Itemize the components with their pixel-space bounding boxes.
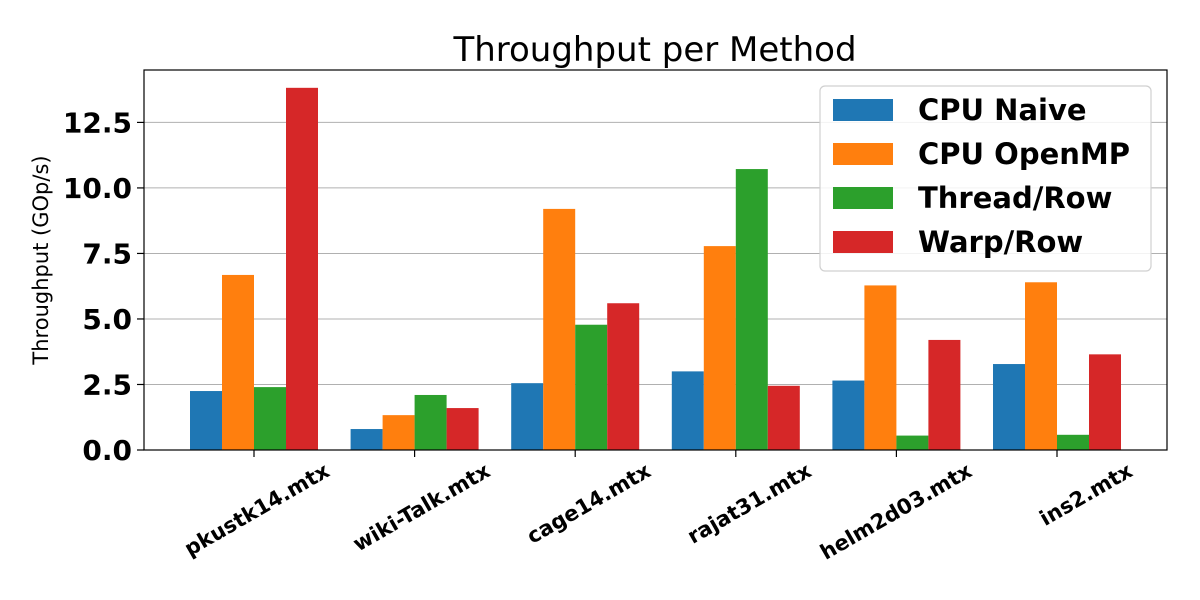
legend-swatch <box>833 231 893 253</box>
y-tick-label: 5.0 <box>82 303 132 336</box>
bar <box>286 87 318 451</box>
y-tick-label: 10.0 <box>63 172 132 205</box>
legend-swatch <box>833 143 893 165</box>
x-tick-label: ins2.mtx <box>1036 458 1137 530</box>
y-tick-label: 12.5 <box>63 106 132 139</box>
legend-label: CPU Naive <box>918 93 1087 127</box>
bar <box>735 169 768 450</box>
legend: CPU Naive CPU OpenMP Thread/Row Warp/Row <box>819 85 1152 272</box>
bar <box>607 303 640 450</box>
bar <box>928 339 961 450</box>
y-tick-label: 7.5 <box>82 237 132 270</box>
bar <box>1025 282 1057 450</box>
bars <box>190 87 1121 451</box>
x-tick-label: cage14.mtx <box>523 458 655 548</box>
bar <box>446 408 479 450</box>
legend-label: CPU OpenMP <box>918 137 1130 171</box>
bar <box>993 364 1025 450</box>
bar <box>896 435 929 450</box>
bar <box>864 285 897 450</box>
legend-box <box>819 85 1152 272</box>
bar <box>414 394 447 450</box>
x-tick-label: helm2d03.mtx <box>816 458 976 564</box>
bar <box>1089 354 1121 450</box>
y-axis-ticks: 0.0 2.5 5.0 7.5 10.0 12.5 <box>63 106 144 467</box>
bar <box>767 385 800 450</box>
bar <box>543 208 576 450</box>
bar <box>511 383 544 450</box>
bar <box>575 324 608 450</box>
x-tick-label: rajat31.mtx <box>683 458 815 548</box>
plot-frame <box>143 69 1168 451</box>
bar <box>350 429 383 450</box>
x-tick-label: pkustk14.mtx <box>180 458 334 561</box>
legend-swatch <box>833 99 893 121</box>
legend-label: Thread/Row <box>918 181 1112 215</box>
bar <box>190 391 222 450</box>
chart-title: Throughput per Method <box>452 30 856 70</box>
y-tick-label: 0.0 <box>82 434 132 467</box>
bar <box>254 387 286 450</box>
y-axis-label: Throughput (GOp/s) <box>29 155 53 365</box>
bar <box>703 246 736 450</box>
x-tick-label: wiki-Talk.mtx <box>349 458 495 556</box>
bar <box>671 371 704 450</box>
bar <box>1057 434 1089 450</box>
bar <box>382 415 415 450</box>
x-axis-ticks: pkustk14.mtx wiki-Talk.mtx cage14.mtx rajat… <box>180 450 1137 565</box>
legend-label: Warp/Row <box>918 225 1083 259</box>
y-tick-label: 2.5 <box>82 368 132 401</box>
legend-swatch <box>833 187 893 209</box>
bar <box>222 274 254 450</box>
bar <box>832 380 865 450</box>
